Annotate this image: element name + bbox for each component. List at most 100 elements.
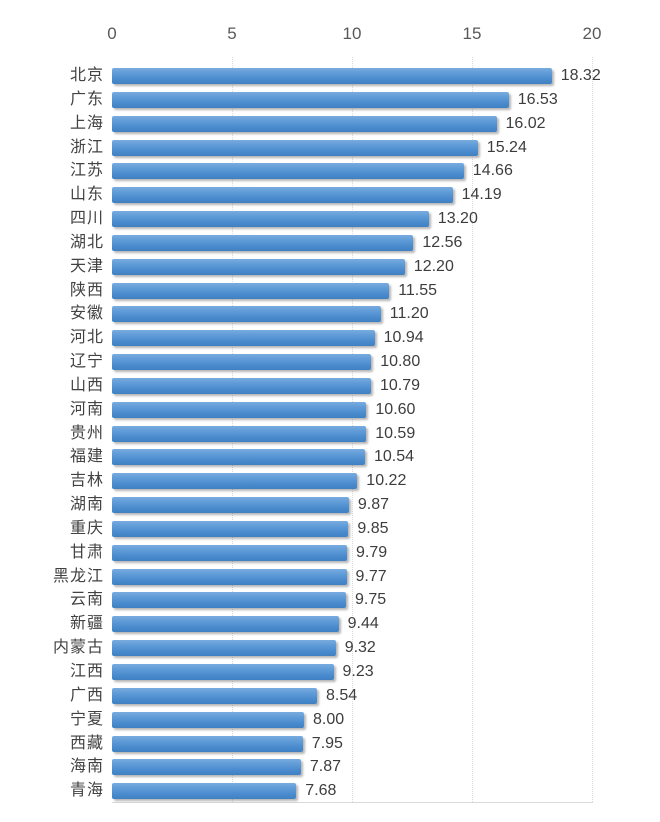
bar bbox=[112, 544, 347, 561]
x-axis-tick-label: 5 bbox=[227, 24, 237, 43]
category-label: 山西 bbox=[69, 376, 104, 394]
bar bbox=[112, 687, 317, 704]
value-label: 10.60 bbox=[375, 400, 416, 418]
value-label: 9.77 bbox=[355, 567, 387, 585]
plot-bottom-axis-line bbox=[112, 802, 593, 803]
category-label: 吉林 bbox=[69, 472, 104, 490]
value-label: 8.54 bbox=[326, 686, 358, 704]
value-label: 9.44 bbox=[347, 615, 379, 633]
bar bbox=[112, 282, 390, 299]
bar bbox=[112, 664, 334, 680]
value-label: 14.66 bbox=[472, 162, 513, 180]
x-axis-tick-label: 10 bbox=[342, 24, 362, 43]
value-label: 10.79 bbox=[380, 376, 421, 394]
vertical-gridline bbox=[472, 57, 473, 802]
category-label: 福建 bbox=[69, 448, 104, 466]
category-label: 湖北 bbox=[69, 233, 104, 251]
value-label: 8.00 bbox=[313, 710, 345, 728]
value-label: 9.23 bbox=[342, 663, 374, 680]
category-label: 云南 bbox=[69, 591, 104, 609]
value-label: 16.02 bbox=[505, 114, 546, 132]
category-label: 湖南 bbox=[69, 496, 104, 514]
value-label: 13.20 bbox=[437, 210, 478, 228]
value-label: 15.24 bbox=[486, 138, 527, 156]
category-label: 浙江 bbox=[69, 138, 104, 156]
bar bbox=[112, 139, 478, 156]
category-label: 内蒙古 bbox=[52, 639, 104, 657]
value-label: 9.79 bbox=[356, 543, 388, 561]
category-label: 新疆 bbox=[69, 615, 104, 633]
bar bbox=[112, 759, 301, 776]
category-label: 海南 bbox=[69, 758, 104, 776]
category-label: 四川 bbox=[69, 210, 104, 228]
bar bbox=[112, 258, 405, 275]
value-label: 7.68 bbox=[305, 782, 337, 800]
value-label: 7.95 bbox=[311, 734, 343, 752]
bar bbox=[112, 115, 497, 132]
bar bbox=[112, 91, 509, 108]
vertical-gridline bbox=[592, 57, 593, 802]
category-label: 辽宁 bbox=[69, 353, 104, 371]
value-label: 10.94 bbox=[383, 329, 424, 347]
value-label: 7.87 bbox=[309, 758, 342, 776]
category-label: 青海 bbox=[69, 782, 104, 800]
value-label: 11.20 bbox=[389, 305, 429, 323]
bar bbox=[112, 711, 304, 728]
category-label: 广西 bbox=[69, 686, 104, 704]
value-label: 9.32 bbox=[344, 639, 376, 657]
value-label: 10.54 bbox=[374, 448, 415, 466]
category-label: 黑龙江 bbox=[52, 567, 104, 585]
category-label: 陕西 bbox=[69, 281, 104, 299]
bar bbox=[112, 187, 453, 204]
value-label: 18.32 bbox=[560, 67, 601, 84]
value-label: 11.55 bbox=[398, 281, 438, 299]
x-axis-tick-label: 20 bbox=[582, 24, 602, 43]
bar bbox=[112, 211, 429, 228]
bar bbox=[112, 735, 303, 752]
value-label: 16.53 bbox=[517, 90, 558, 108]
category-label: 江苏 bbox=[69, 162, 104, 180]
category-label: 江西 bbox=[69, 663, 104, 680]
category-label: 北京 bbox=[69, 67, 104, 84]
bar bbox=[112, 497, 349, 514]
category-label: 上海 bbox=[69, 114, 104, 132]
value-label: 12.20 bbox=[413, 257, 454, 275]
x-axis-tick-label: 0 bbox=[107, 24, 117, 43]
value-label: 10.59 bbox=[375, 424, 416, 442]
x-axis-tick-label: 15 bbox=[462, 24, 482, 43]
bar bbox=[112, 306, 381, 323]
bar bbox=[112, 520, 349, 537]
bar bbox=[112, 473, 358, 490]
value-label: 10.22 bbox=[366, 472, 407, 490]
bar bbox=[112, 163, 464, 180]
bar bbox=[112, 330, 375, 347]
value-label: 10.80 bbox=[380, 353, 421, 371]
value-label: 9.87 bbox=[357, 496, 390, 514]
category-label: 天津 bbox=[69, 257, 104, 275]
value-label: 14.19 bbox=[461, 186, 502, 204]
category-label: 广东 bbox=[69, 90, 104, 108]
category-label: 山东 bbox=[69, 186, 104, 204]
bar bbox=[112, 354, 372, 371]
value-label: 9.75 bbox=[355, 591, 387, 609]
category-label: 河北 bbox=[69, 329, 104, 347]
category-label: 安徽 bbox=[69, 305, 104, 323]
bar bbox=[112, 377, 371, 394]
category-label: 甘肃 bbox=[69, 543, 104, 561]
category-label: 重庆 bbox=[69, 519, 104, 537]
bar bbox=[112, 234, 414, 251]
category-label: 河南 bbox=[69, 400, 104, 418]
value-label: 9.85 bbox=[357, 519, 389, 537]
bar bbox=[112, 68, 552, 84]
bar bbox=[112, 592, 346, 609]
value-label: 12.56 bbox=[422, 233, 463, 251]
bar bbox=[112, 449, 365, 466]
bar bbox=[112, 783, 297, 800]
bar bbox=[112, 568, 347, 585]
bar bbox=[112, 640, 336, 657]
category-label: 宁夏 bbox=[69, 710, 104, 728]
bar bbox=[112, 616, 339, 633]
category-label: 贵州 bbox=[69, 424, 104, 442]
bar bbox=[112, 401, 367, 418]
